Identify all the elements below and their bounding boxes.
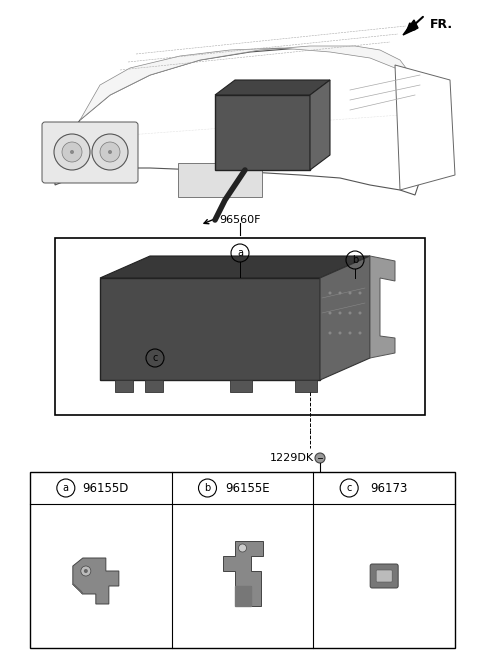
Circle shape [81,566,91,576]
Circle shape [92,134,128,170]
Text: a: a [237,248,243,258]
Text: b: b [352,255,358,265]
Circle shape [348,311,351,315]
Polygon shape [320,256,370,380]
Circle shape [70,150,74,154]
Text: c: c [152,353,158,363]
Polygon shape [395,65,455,190]
Bar [30,472,455,648]
Text: 1229DK: 1229DK [270,453,314,463]
Circle shape [328,311,332,315]
Text: 96155D: 96155D [83,482,129,495]
Circle shape [315,453,325,463]
Circle shape [338,311,341,315]
FancyBboxPatch shape [215,95,310,170]
Polygon shape [370,256,395,358]
Circle shape [359,311,361,315]
Circle shape [328,292,332,294]
Polygon shape [55,48,420,195]
Polygon shape [80,46,415,120]
Circle shape [54,134,90,170]
Polygon shape [403,20,418,35]
Circle shape [84,569,88,573]
Text: c: c [347,483,352,493]
Bar [55,238,425,415]
Bar [145,380,163,392]
Text: b: b [204,483,211,493]
Text: 96173: 96173 [371,482,408,495]
Circle shape [328,332,332,334]
Circle shape [108,150,112,154]
Polygon shape [235,586,251,606]
Bar [295,380,317,392]
Circle shape [100,142,120,162]
FancyBboxPatch shape [178,163,262,197]
Circle shape [338,332,341,334]
FancyBboxPatch shape [376,570,392,582]
Circle shape [348,292,351,294]
Polygon shape [215,80,330,95]
FancyBboxPatch shape [42,122,138,183]
Circle shape [359,292,361,294]
Text: a: a [63,483,69,493]
Circle shape [239,544,247,552]
Text: FR.: FR. [430,18,453,31]
Circle shape [359,332,361,334]
Polygon shape [100,278,320,380]
Circle shape [62,142,82,162]
FancyBboxPatch shape [370,564,398,588]
Text: 96155E: 96155E [225,482,270,495]
Polygon shape [73,558,119,604]
Bar [115,380,133,392]
Polygon shape [100,256,370,278]
Circle shape [338,292,341,294]
Polygon shape [73,584,83,594]
Polygon shape [310,80,330,170]
Bar [230,380,252,392]
Text: 96560F: 96560F [219,215,261,225]
Circle shape [348,332,351,334]
Polygon shape [223,541,263,606]
